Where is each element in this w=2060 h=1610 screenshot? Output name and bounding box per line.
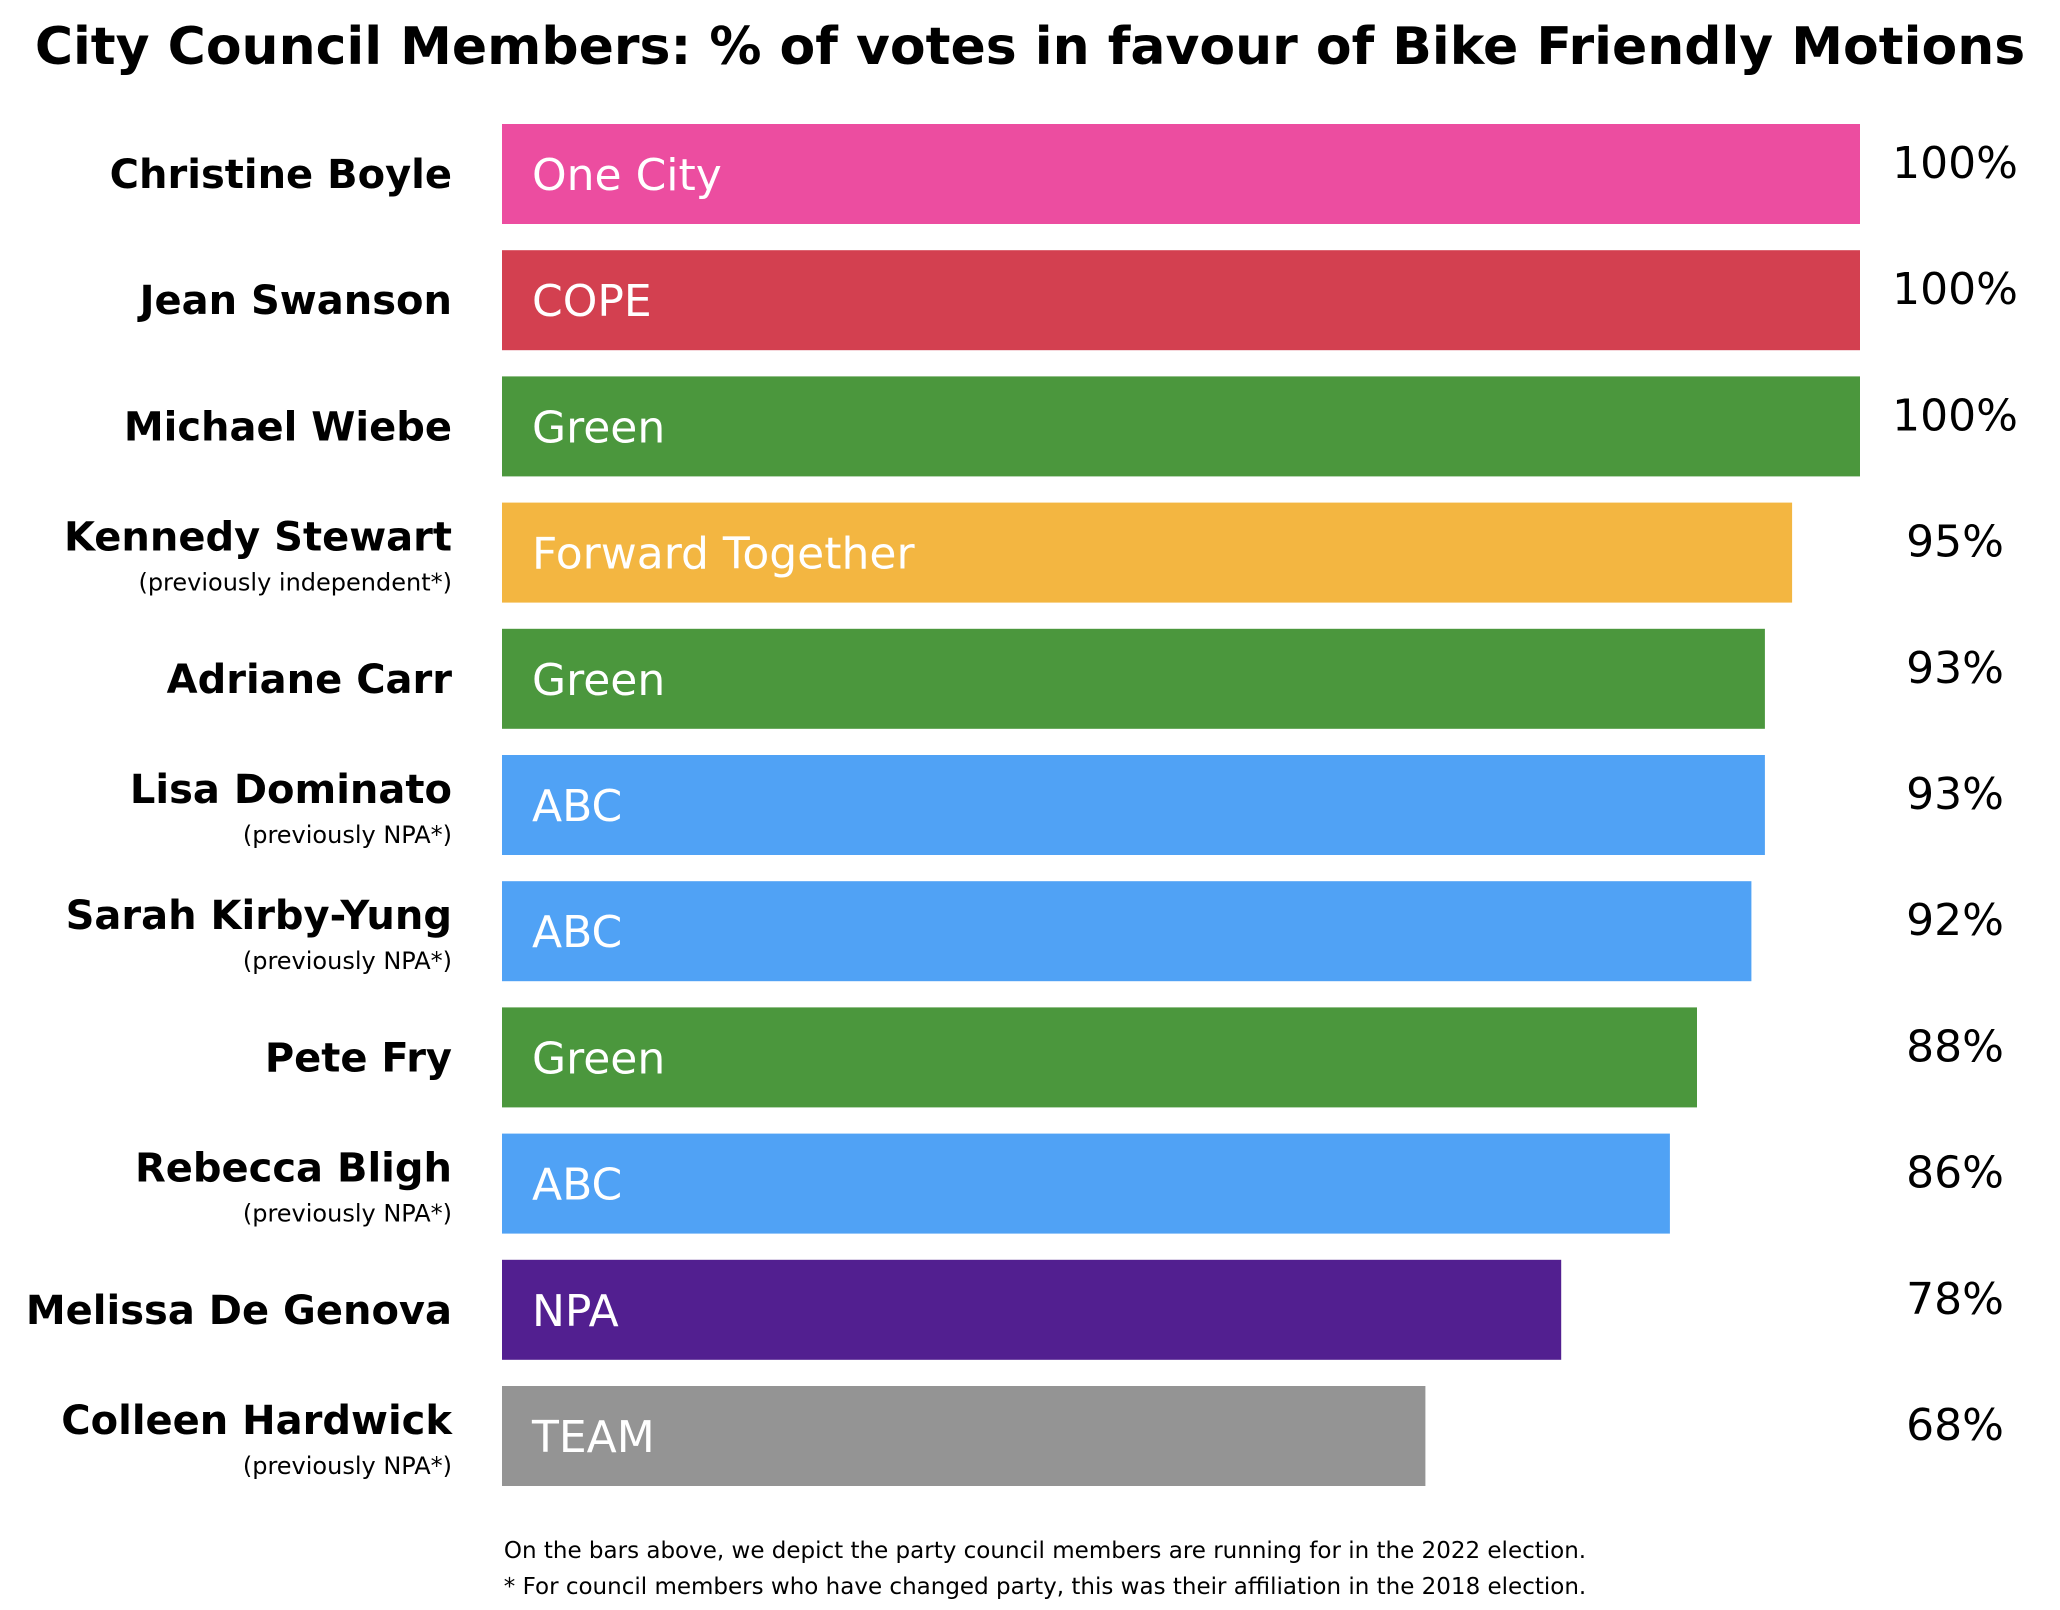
bar-party-label: TEAM (531, 1412, 655, 1463)
bar (502, 376, 1860, 477)
footnote-party: On the bars above, we depict the party c… (504, 1538, 1586, 1564)
bar (502, 502, 1793, 603)
footnote-affiliation: * For council members who have changed p… (504, 1574, 1586, 1600)
bar-party-label: Green (532, 655, 665, 706)
bar (502, 1007, 1697, 1108)
bar-party-label: Green (532, 1033, 665, 1084)
bar-party-label: ABC (532, 907, 622, 958)
bar (502, 755, 1765, 855)
bar (502, 628, 1765, 729)
value-label: 100% (1892, 390, 2018, 441)
member-note-label: (previously NPA*) (243, 1452, 452, 1480)
value-label: 93% (1906, 769, 2004, 820)
bar-party-label: ABC (532, 781, 622, 832)
member-name-label: Adriane Carr (167, 657, 453, 703)
member-name-label: Rebecca Bligh (135, 1146, 452, 1192)
value-label: 100% (1892, 138, 2018, 189)
member-note-label: (previously NPA*) (243, 821, 452, 849)
bar-party-label: ABC (532, 1160, 622, 1211)
labels-group: One City Christine Boyle 100% COPE Jean Swan… (26, 138, 2018, 1480)
chart-title: City Council Members: % of votes in favo… (35, 17, 2025, 77)
value-label: 95% (1906, 517, 2004, 568)
member-note-label: (previously NPA*) (243, 1200, 452, 1228)
member-name-label: Lisa Dominato (130, 767, 452, 813)
bar-party-label: Green (532, 402, 665, 453)
bars-group (502, 124, 1860, 1486)
bar (502, 250, 1860, 351)
value-label: 78% (1906, 1274, 2004, 1325)
member-name-label: Jean Swanson (137, 278, 452, 324)
bar (502, 1133, 1670, 1234)
bar-party-label: Forward Together (532, 529, 915, 580)
member-name-label: Sarah Kirby-Yung (66, 893, 452, 939)
member-note-label: (previously independent*) (138, 569, 452, 597)
bar (502, 1386, 1426, 1486)
bar (502, 124, 1860, 224)
member-name-label: Michael Wiebe (124, 404, 452, 450)
bar-party-label: One City (532, 150, 722, 201)
member-name-label: Colleen Hardwick (61, 1398, 453, 1444)
value-label: 92% (1906, 895, 2004, 946)
value-label: 100% (1892, 264, 2018, 315)
bar-party-label: NPA (532, 1286, 619, 1337)
value-label: 68% (1906, 1400, 2004, 1451)
bar (502, 1259, 1562, 1360)
member-name-label: Christine Boyle (110, 152, 452, 198)
member-name-label: Kennedy Stewart (64, 515, 452, 561)
value-label: 93% (1906, 643, 2004, 694)
bar-party-label: COPE (532, 276, 652, 327)
bar (502, 881, 1752, 982)
member-note-label: (previously NPA*) (243, 947, 452, 975)
value-label: 88% (1906, 1021, 2004, 1072)
member-name-label: Pete Fry (265, 1035, 452, 1081)
member-name-label: Melissa De Genova (26, 1288, 452, 1334)
value-label: 86% (1906, 1148, 2004, 1199)
